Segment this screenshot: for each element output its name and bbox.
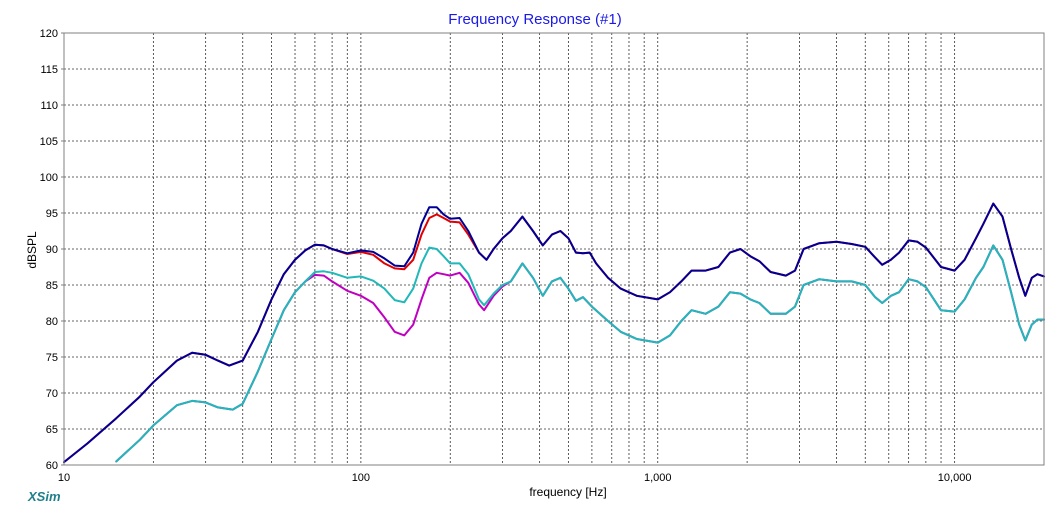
y-tick-label: 80 bbox=[46, 316, 58, 328]
chart-title: Frequency Response (#1) bbox=[448, 11, 621, 28]
y-tick-label: 75 bbox=[46, 352, 58, 364]
x-tick-label: 10 bbox=[58, 472, 70, 484]
y-tick-label: 115 bbox=[40, 64, 58, 76]
y-axis-label: dBSPL bbox=[25, 231, 39, 269]
plot-area-frame bbox=[63, 32, 1045, 466]
y-tick-label: 95 bbox=[46, 208, 58, 220]
series-line-4 bbox=[115, 244, 1045, 463]
y-tick-label: 110 bbox=[40, 100, 58, 112]
y-tick-label: 120 bbox=[40, 28, 58, 40]
y-tick-label: 105 bbox=[40, 136, 58, 148]
y-tick-label: 65 bbox=[46, 424, 58, 436]
y-tick-label: 60 bbox=[46, 460, 58, 472]
y-tick-label: 100 bbox=[40, 172, 58, 184]
series-line-2 bbox=[63, 202, 1045, 464]
y-tick-label: 85 bbox=[46, 280, 58, 292]
x-tick-label: 10,000 bbox=[938, 472, 972, 484]
x-axis-label: frequency [Hz] bbox=[529, 485, 606, 499]
x-tick-label: 1,000 bbox=[644, 472, 672, 484]
y-axis-ticks: 60 65 70 75 80 85 90 95 100 105 110 115 120 bbox=[40, 28, 64, 472]
chart-grid bbox=[64, 33, 1044, 465]
xsim-logo: XSim bbox=[27, 489, 61, 504]
y-tick-label: 90 bbox=[46, 244, 58, 256]
series-line-1 bbox=[63, 202, 1045, 464]
x-tick-label: 100 bbox=[352, 472, 370, 484]
y-tick-label: 70 bbox=[46, 388, 58, 400]
x-axis-ticks: 10 100 1,000 10,000 bbox=[58, 472, 972, 484]
chart-series bbox=[63, 202, 1045, 464]
